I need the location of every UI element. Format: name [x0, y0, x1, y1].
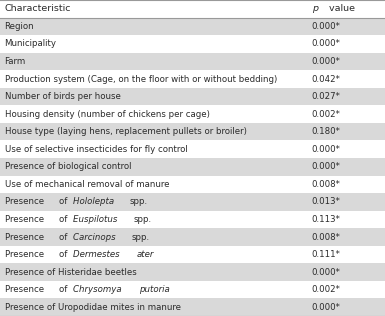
- Text: Characteristic: Characteristic: [5, 4, 71, 13]
- Text: 0.180*: 0.180*: [312, 127, 341, 136]
- Text: of: of: [59, 198, 70, 206]
- Text: 0.008*: 0.008*: [312, 233, 341, 241]
- Text: Farm: Farm: [5, 57, 26, 66]
- Bar: [0, 140, 385, 158]
- Text: Presence: Presence: [5, 250, 47, 259]
- Text: Number of birds per house: Number of birds per house: [5, 92, 121, 101]
- Text: Euspilotus: Euspilotus: [73, 215, 120, 224]
- Text: 0.013*: 0.013*: [312, 198, 341, 206]
- Bar: [0, 228, 385, 246]
- Text: Use of selective insecticides for fly control: Use of selective insecticides for fly co…: [5, 145, 187, 154]
- Bar: [0, 158, 385, 176]
- Bar: [0, 176, 385, 193]
- Bar: [0, 263, 385, 281]
- Text: Presence: Presence: [5, 285, 47, 294]
- Bar: [0, 88, 385, 105]
- Text: putoria: putoria: [139, 285, 170, 294]
- Text: Chrysomya: Chrysomya: [73, 285, 124, 294]
- Text: spp.: spp.: [130, 198, 148, 206]
- Bar: [0, 281, 385, 298]
- Bar: [0, 0, 385, 18]
- Text: of: of: [59, 233, 70, 241]
- Text: spp.: spp.: [132, 233, 150, 241]
- Text: Production system (Cage, on the floor with or without bedding): Production system (Cage, on the floor wi…: [5, 75, 277, 83]
- Bar: [0, 105, 385, 123]
- Text: 0.000*: 0.000*: [312, 303, 341, 312]
- Text: Housing density (number of chickens per cage): Housing density (number of chickens per …: [5, 110, 209, 118]
- Text: Carcinops: Carcinops: [73, 233, 118, 241]
- Text: 0.000*: 0.000*: [312, 145, 341, 154]
- Text: value: value: [326, 4, 355, 13]
- Text: of: of: [59, 285, 70, 294]
- Text: of: of: [59, 215, 70, 224]
- Text: p: p: [312, 4, 318, 13]
- Text: 0.111*: 0.111*: [312, 250, 341, 259]
- Text: 0.000*: 0.000*: [312, 162, 341, 171]
- Bar: [0, 35, 385, 53]
- Text: 0.002*: 0.002*: [312, 285, 341, 294]
- Bar: [0, 193, 385, 211]
- Text: Presence: Presence: [5, 215, 47, 224]
- Text: Dermestes: Dermestes: [73, 250, 122, 259]
- Text: 0.027*: 0.027*: [312, 92, 341, 101]
- Bar: [0, 211, 385, 228]
- Text: of: of: [59, 250, 70, 259]
- Bar: [0, 298, 385, 316]
- Text: 0.042*: 0.042*: [312, 75, 341, 83]
- Text: ater: ater: [137, 250, 154, 259]
- Text: House type (laying hens, replacement pullets or broiler): House type (laying hens, replacement pul…: [5, 127, 246, 136]
- Text: 0.002*: 0.002*: [312, 110, 341, 118]
- Text: 0.008*: 0.008*: [312, 180, 341, 189]
- Text: Presence: Presence: [5, 198, 47, 206]
- Text: Presence of biological control: Presence of biological control: [5, 162, 131, 171]
- Text: Use of mechanical removal of manure: Use of mechanical removal of manure: [5, 180, 169, 189]
- Bar: [0, 53, 385, 70]
- Text: Presence: Presence: [5, 233, 47, 241]
- Text: Presence of Uropodidae mites in manure: Presence of Uropodidae mites in manure: [5, 303, 181, 312]
- Text: 0.000*: 0.000*: [312, 22, 341, 31]
- Text: Municipality: Municipality: [5, 40, 57, 48]
- Text: Hololepta: Hololepta: [73, 198, 117, 206]
- Text: spp.: spp.: [134, 215, 152, 224]
- Text: 0.000*: 0.000*: [312, 40, 341, 48]
- Text: Region: Region: [5, 22, 34, 31]
- Text: Presence of Histeridae beetles: Presence of Histeridae beetles: [5, 268, 136, 276]
- Bar: [0, 70, 385, 88]
- Bar: [0, 246, 385, 263]
- Bar: [0, 18, 385, 35]
- Text: 0.000*: 0.000*: [312, 268, 341, 276]
- Text: 0.113*: 0.113*: [312, 215, 341, 224]
- Text: 0.000*: 0.000*: [312, 57, 341, 66]
- Bar: [0, 123, 385, 140]
